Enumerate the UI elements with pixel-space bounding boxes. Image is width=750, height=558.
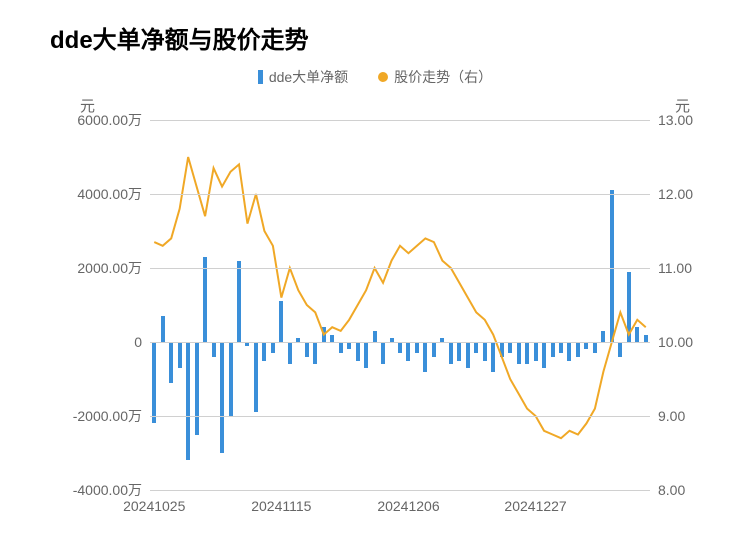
- grid-line: [150, 342, 650, 343]
- y-right-tick-label: 10.00: [650, 334, 693, 350]
- legend-item-bar: dde大单净额: [258, 67, 348, 87]
- y-left-tick-label: 0: [134, 334, 150, 350]
- legend-bar-icon: [258, 70, 263, 84]
- x-tick-label: 20241115: [251, 498, 311, 514]
- y-left-tick-label: -2000.00万: [73, 406, 150, 426]
- y-right-tick-label: 12.00: [650, 186, 693, 202]
- y-left-tick-label: -4000.00万: [73, 480, 150, 500]
- y-right-tick-label: 11.00: [650, 260, 692, 276]
- y-right-tick-label: 13.00: [650, 112, 693, 128]
- y-right-tick-label: 9.00: [650, 408, 685, 424]
- x-tick-label: 20241227: [504, 498, 566, 514]
- grid-line: [150, 120, 650, 121]
- x-tick-label: 20241025: [123, 498, 185, 514]
- grid-line: [150, 268, 650, 269]
- grid-line: [150, 416, 650, 417]
- chart-legend: dde大单净额 股价走势（右）: [40, 67, 710, 87]
- x-tick-label: 20241206: [377, 498, 439, 514]
- plot-area: -4000.00万8.00-2000.00万9.00010.002000.00万…: [150, 120, 650, 490]
- legend-label-line: 股价走势（右）: [394, 67, 492, 87]
- chart-container: dde大单净额与股价走势 dde大单净额 股价走势（右） 元 元 -4000.0…: [0, 0, 750, 558]
- y-left-tick-label: 2000.00万: [77, 258, 150, 278]
- price-line: [154, 157, 646, 438]
- line-layer: [150, 120, 650, 490]
- legend-item-line: 股价走势（右）: [378, 67, 492, 87]
- y-left-tick-label: 6000.00万: [77, 110, 150, 130]
- chart-title: dde大单净额与股价走势: [50, 20, 710, 55]
- y-right-tick-label: 8.00: [650, 482, 685, 498]
- legend-label-bar: dde大单净额: [269, 67, 348, 87]
- grid-line: [150, 194, 650, 195]
- x-axis-labels: 20241025202411152024120620241227: [150, 498, 650, 518]
- grid-line: [150, 490, 650, 491]
- legend-dot-icon: [378, 72, 388, 82]
- y-left-tick-label: 4000.00万: [77, 184, 150, 204]
